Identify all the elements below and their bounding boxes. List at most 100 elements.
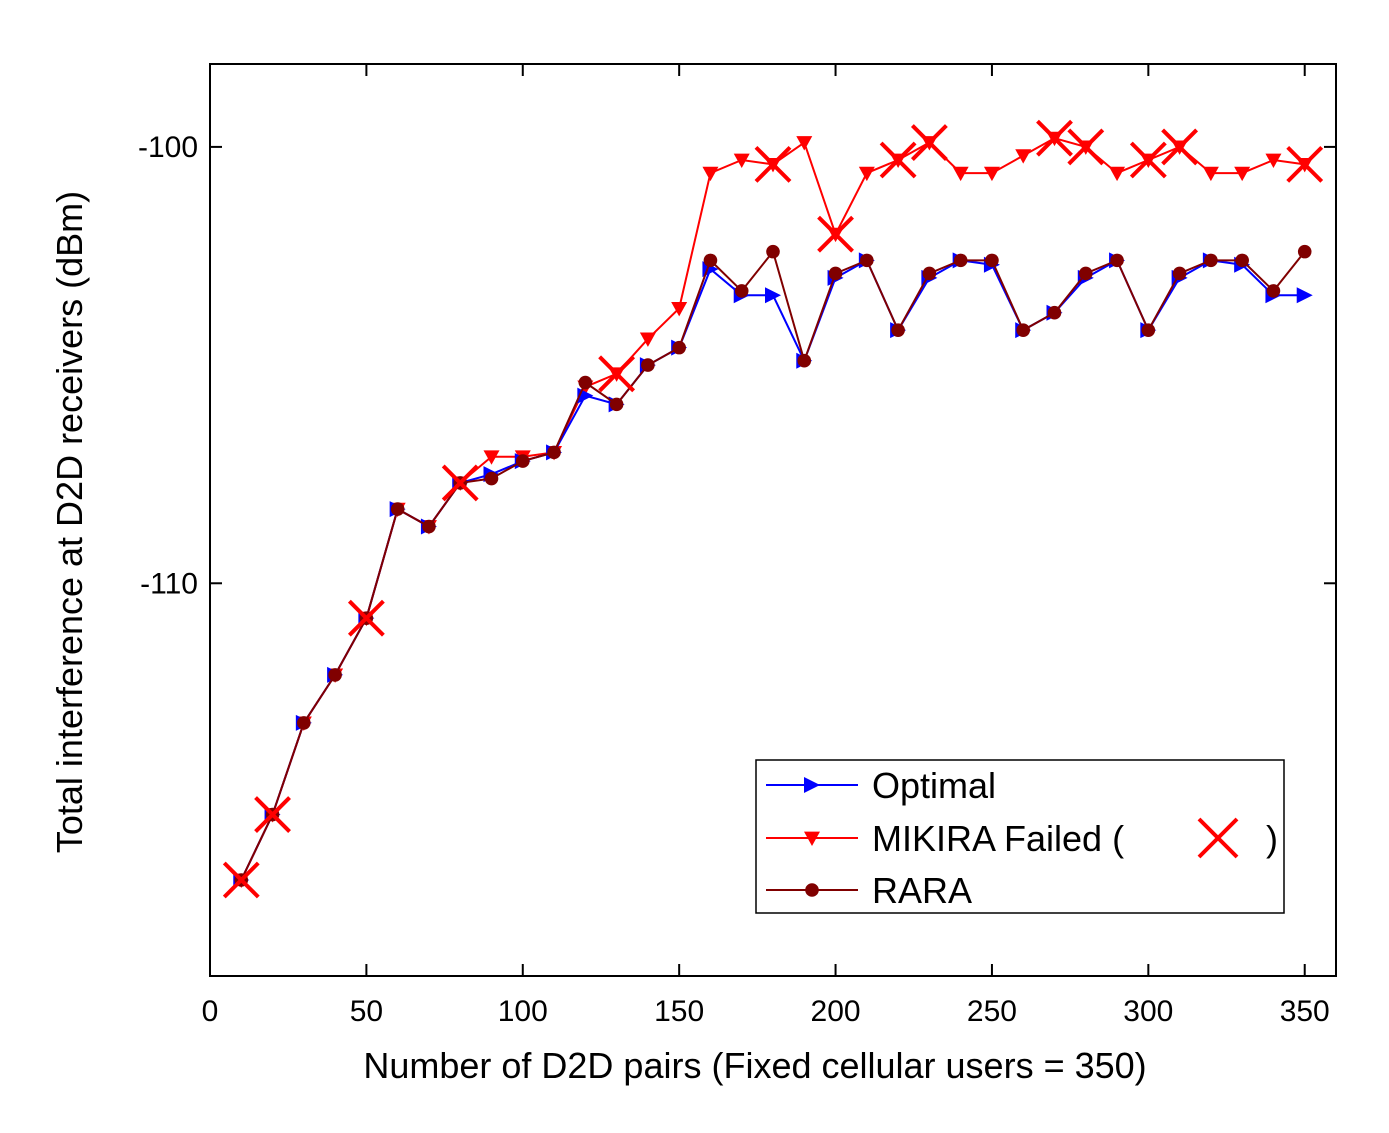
- x-stroke: [1036, 119, 1073, 157]
- failed-marker: [817, 215, 854, 253]
- data-point: [952, 166, 969, 182]
- data-point: [483, 450, 500, 465]
- data-point: [328, 668, 342, 682]
- x-tick-label: 0: [202, 995, 219, 1028]
- x-tick-label: 350: [1280, 995, 1330, 1028]
- x-stroke: [1161, 128, 1199, 166]
- failed-marker: [1036, 119, 1073, 157]
- data-point: [484, 471, 499, 486]
- data-point: [1047, 305, 1062, 320]
- data-point: [828, 266, 843, 281]
- data-point: [796, 136, 813, 151]
- x-stroke: [347, 599, 385, 637]
- data-point: [1266, 284, 1281, 298]
- data-point: [983, 166, 1000, 182]
- data-point: [1234, 166, 1251, 182]
- data-point: [733, 153, 750, 168]
- legend-marker: [804, 777, 820, 793]
- data-point: [1296, 287, 1313, 304]
- legend-samples: [766, 777, 1239, 897]
- plot-frame: [209, 63, 1337, 977]
- axis-ticks: 0 50 100 150 200 250 300 350 -100 -110: [138, 64, 1336, 1028]
- data-point: [1172, 266, 1187, 281]
- legend-label-optimal: Optimal: [872, 765, 996, 806]
- data-point: [1204, 253, 1218, 268]
- data-point: [734, 284, 749, 298]
- data-point: [515, 454, 530, 468]
- x-axis-title: Number of D2D pairs (Fixed cellular user…: [363, 1045, 1146, 1086]
- series-layer: [222, 119, 1324, 899]
- data-point: [985, 253, 999, 268]
- data-point: [953, 253, 968, 268]
- y-tick-label: -110: [140, 567, 198, 600]
- data-point: [858, 166, 875, 182]
- data-point: [639, 332, 656, 347]
- failed-marker: [441, 464, 479, 502]
- failed-marker: [1129, 141, 1167, 179]
- x-tick-label: 250: [967, 995, 1017, 1028]
- x-stroke: [910, 124, 948, 161]
- data-point: [922, 266, 937, 281]
- data-point: [390, 502, 405, 516]
- data-point: [891, 323, 905, 337]
- failed-markers: [222, 119, 1324, 899]
- data-point: [1110, 253, 1124, 268]
- legend: Optimal MIKIRA Failed ( ) RARA: [755, 759, 1285, 914]
- data-point: [671, 301, 688, 317]
- legend-failed-marker: [1197, 817, 1239, 859]
- x-stroke: [879, 141, 917, 179]
- failed-marker: [1067, 128, 1105, 166]
- data-point: [765, 287, 781, 304]
- data-point: [1078, 266, 1093, 281]
- data-point: [703, 253, 718, 268]
- data-point: [1265, 153, 1282, 168]
- x-stroke: [817, 215, 854, 253]
- data-point: [1297, 244, 1312, 259]
- y-tick-label: -100: [138, 131, 198, 164]
- x-stroke: [1197, 817, 1239, 859]
- x-stroke: [254, 796, 291, 833]
- x-stroke: [441, 464, 479, 502]
- x-stroke: [1129, 141, 1167, 179]
- legend-label-rara: RARA: [872, 870, 972, 911]
- failed-marker: [347, 599, 385, 637]
- x-stroke: [754, 145, 792, 183]
- data-point: [578, 375, 593, 390]
- data-point: [1016, 323, 1031, 337]
- x-tick-label: 200: [811, 995, 861, 1028]
- data-point: [1141, 323, 1156, 337]
- legend-marker: [805, 883, 819, 897]
- data-point: [766, 244, 780, 259]
- x-tick-label: 300: [1123, 995, 1173, 1028]
- legend-marker: [804, 831, 820, 846]
- data-point: [797, 353, 812, 368]
- x-stroke: [598, 355, 636, 393]
- failed-marker: [910, 124, 948, 161]
- data-point: [1202, 166, 1219, 182]
- failed-marker: [1161, 128, 1199, 166]
- data-point: [1015, 149, 1032, 164]
- data-point: [860, 253, 874, 268]
- data-point: [547, 445, 561, 460]
- data-point: [609, 397, 624, 412]
- failed-marker: [754, 145, 792, 183]
- failed-marker: [254, 796, 291, 833]
- x-stroke: [222, 861, 260, 899]
- failed-marker: [598, 355, 636, 393]
- data-point: [672, 340, 686, 355]
- data-point: [1235, 253, 1249, 268]
- data-point: [422, 519, 436, 534]
- data-point: [641, 358, 655, 372]
- x-tick-label: 100: [498, 995, 548, 1028]
- failed-marker: [1286, 145, 1324, 183]
- y-axis-title: Total interference at D2D receivers (dBm…: [49, 191, 90, 853]
- data-point: [297, 716, 311, 730]
- x-tick-label: 50: [350, 995, 383, 1028]
- failed-marker: [222, 861, 260, 899]
- legend-label-mikira-suffix: ): [1266, 818, 1278, 859]
- legend-label-mikira: MIKIRA Failed (: [872, 818, 1124, 859]
- x-tick-label: 150: [654, 995, 704, 1028]
- x-stroke: [1286, 145, 1324, 183]
- data-point: [702, 166, 719, 182]
